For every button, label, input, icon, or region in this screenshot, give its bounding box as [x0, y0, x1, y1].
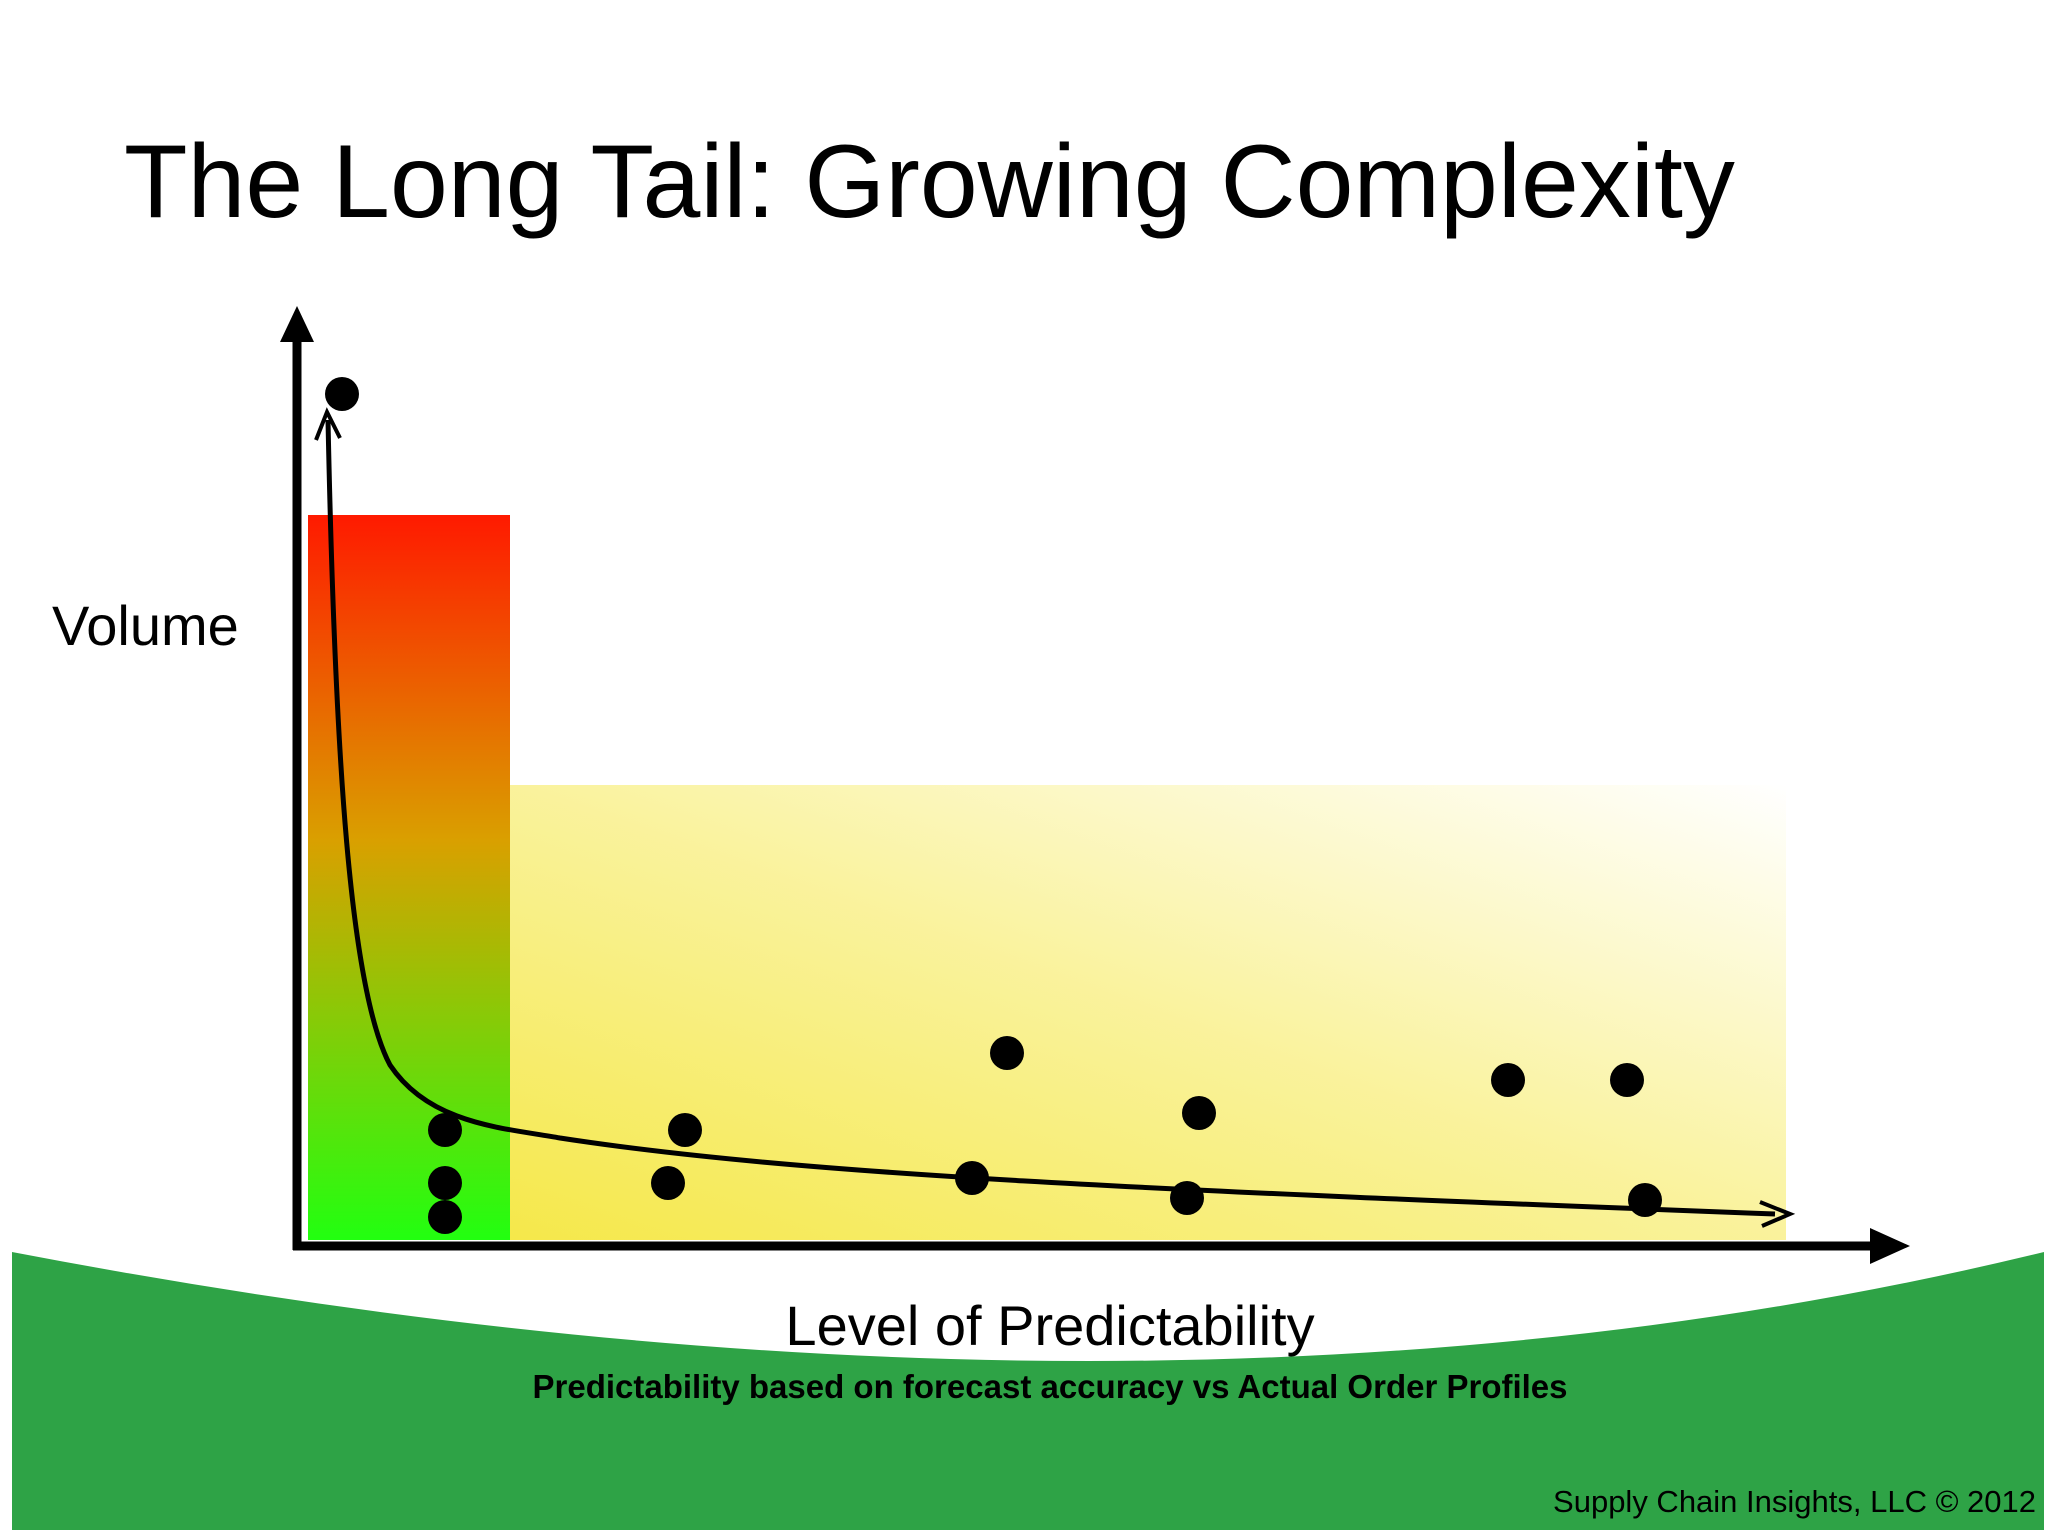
data-dot [428, 1113, 462, 1147]
data-dot [651, 1166, 685, 1200]
data-dot [990, 1036, 1024, 1070]
curve-end-arrowhead [1759, 1200, 1796, 1228]
data-dot [1170, 1181, 1204, 1215]
y-axis-label: Volume [52, 594, 239, 657]
data-dot [668, 1113, 702, 1147]
data-dot [955, 1161, 989, 1195]
y-axis-arrowhead [280, 306, 314, 342]
copyright-notice: Supply Chain Insights, LLC © 2012 [1553, 1484, 2036, 1519]
data-dot [325, 377, 359, 411]
data-dot [1182, 1096, 1216, 1130]
x-axis-sublabel: Predictability based on forecast accurac… [532, 1368, 1568, 1405]
data-dot [428, 1200, 462, 1234]
data-dot [428, 1166, 462, 1200]
data-dot [1628, 1183, 1662, 1217]
green-ground-band [12, 1252, 2044, 1530]
head-region [308, 515, 510, 1240]
x-axis-arrowhead [1870, 1228, 1910, 1264]
data-dots [325, 377, 1662, 1234]
data-dot [1491, 1063, 1525, 1097]
data-dot [1610, 1063, 1644, 1097]
curve-start-arrowhead [314, 407, 342, 441]
x-axis-label: Level of Predictability [785, 1294, 1315, 1357]
tail-region [510, 785, 1786, 1240]
slide-title: The Long Tail: Growing Complexity [124, 124, 1735, 240]
